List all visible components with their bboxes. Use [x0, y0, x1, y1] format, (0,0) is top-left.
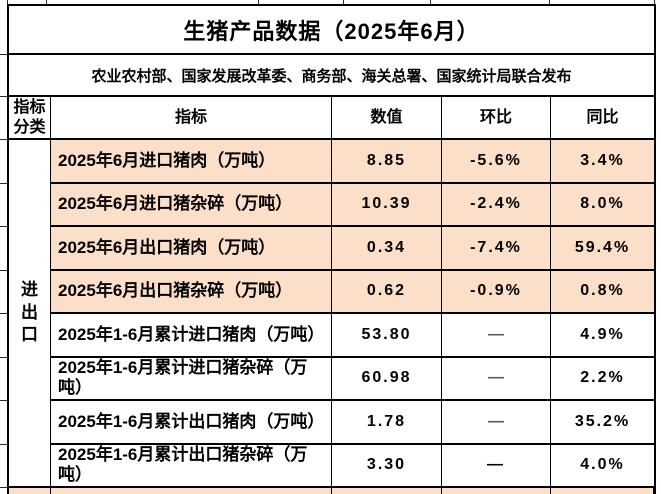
mom-cell[interactable]: —: [442, 314, 551, 358]
yoy-cell[interactable]: 8.0%: [551, 183, 654, 227]
next-row-sliver: [51, 488, 332, 494]
mom-cell[interactable]: —: [442, 401, 551, 445]
yoy-cell[interactable]: 59.4%: [551, 227, 654, 271]
top-gridline-stub: [549, 0, 550, 5]
pig-product-data-table: 生猪产品数据（2025年6月） 农业农村部、国家发展改革委、商务部、海关总署、国…: [7, 4, 656, 494]
yoy-cell[interactable]: 35.2%: [551, 401, 654, 445]
yoy-cell[interactable]: 0.8%: [551, 270, 654, 314]
indicator-cell[interactable]: 2025年6月出口猪肉（万吨）: [51, 227, 332, 271]
next-row-sliver: [551, 488, 654, 494]
next-row-sliver: [9, 488, 51, 494]
category-cell-import-export[interactable]: 进出口: [9, 140, 51, 488]
mom-cell[interactable]: -0.9%: [442, 270, 551, 314]
left-gridline-stub: [0, 270, 7, 271]
value-cell[interactable]: 10.39: [332, 183, 442, 227]
left-gridline-stub: [0, 226, 7, 227]
value-cell[interactable]: 3.30: [332, 444, 442, 488]
top-gridline-stub: [7, 0, 8, 5]
indicator-cell[interactable]: 2025年6月出口猪杂碎（万吨）: [51, 270, 332, 314]
mom-cell[interactable]: -7.4%: [442, 227, 551, 271]
indicator-cell[interactable]: 2025年6月进口猪杂碎（万吨）: [51, 183, 332, 227]
indicator-cell[interactable]: 2025年6月进口猪肉（万吨）: [51, 140, 332, 184]
col-header-mom[interactable]: 环比: [442, 97, 551, 140]
next-row-sliver: [332, 488, 442, 494]
mom-cell[interactable]: -5.6%: [442, 140, 551, 184]
top-gridline-stub: [258, 0, 259, 5]
mom-cell[interactable]: -2.4%: [442, 183, 551, 227]
left-gridline-stub: [0, 313, 7, 314]
value-cell[interactable]: 1.78: [332, 401, 442, 445]
top-gridline-stub: [343, 0, 344, 5]
yoy-cell[interactable]: 2.2%: [551, 358, 654, 401]
indicator-cell[interactable]: 2025年1-6月累计出口猪肉（万吨）: [51, 401, 332, 445]
indicator-cell[interactable]: 2025年1-6月累计出口猪杂碎（万吨）: [51, 444, 332, 488]
yoy-cell[interactable]: 3.4%: [551, 140, 654, 184]
left-gridline-stub: [0, 139, 7, 140]
value-cell[interactable]: 60.98: [332, 357, 442, 401]
top-gridline-stub: [430, 0, 431, 5]
col-header-indicator[interactable]: 指标: [51, 97, 332, 140]
yoy-cell[interactable]: 4.9%: [551, 314, 654, 358]
col-header-category[interactable]: 指标分类: [9, 97, 51, 140]
table-subtitle[interactable]: 农业农村部、国家发展改革委、商务部、海关总署、国家统计局联合发布: [9, 55, 654, 97]
next-row-sliver: [442, 488, 551, 494]
mom-cell[interactable]: —: [442, 444, 551, 488]
left-gridline-stub: [0, 400, 7, 401]
left-gridline-stub: [0, 96, 7, 97]
indicator-cell[interactable]: 2025年1-6月累计进口猪肉（万吨）: [51, 314, 332, 358]
indicator-cell[interactable]: 2025年1-6月累计进口猪杂碎（万吨）: [51, 357, 332, 401]
mom-cell[interactable]: —: [442, 357, 551, 401]
left-gridline-stub: [0, 183, 7, 184]
left-gridline-stub: [0, 487, 7, 488]
top-gridline-stub: [654, 0, 655, 5]
value-cell[interactable]: 0.62: [332, 270, 442, 314]
value-cell[interactable]: 53.80: [332, 314, 442, 358]
value-cell[interactable]: 0.34: [332, 227, 442, 271]
left-gridline-stub: [0, 357, 7, 358]
yoy-cell[interactable]: 4.0%: [551, 445, 654, 488]
left-gridline-stub: [0, 54, 7, 55]
top-gridline-stub: [46, 0, 47, 5]
col-header-yoy[interactable]: 同比: [551, 97, 654, 140]
col-header-value[interactable]: 数值: [332, 97, 442, 140]
left-gridline-stub: [0, 444, 7, 445]
value-cell[interactable]: 8.85: [332, 140, 442, 184]
table-title[interactable]: 生猪产品数据（2025年6月）: [9, 6, 654, 55]
